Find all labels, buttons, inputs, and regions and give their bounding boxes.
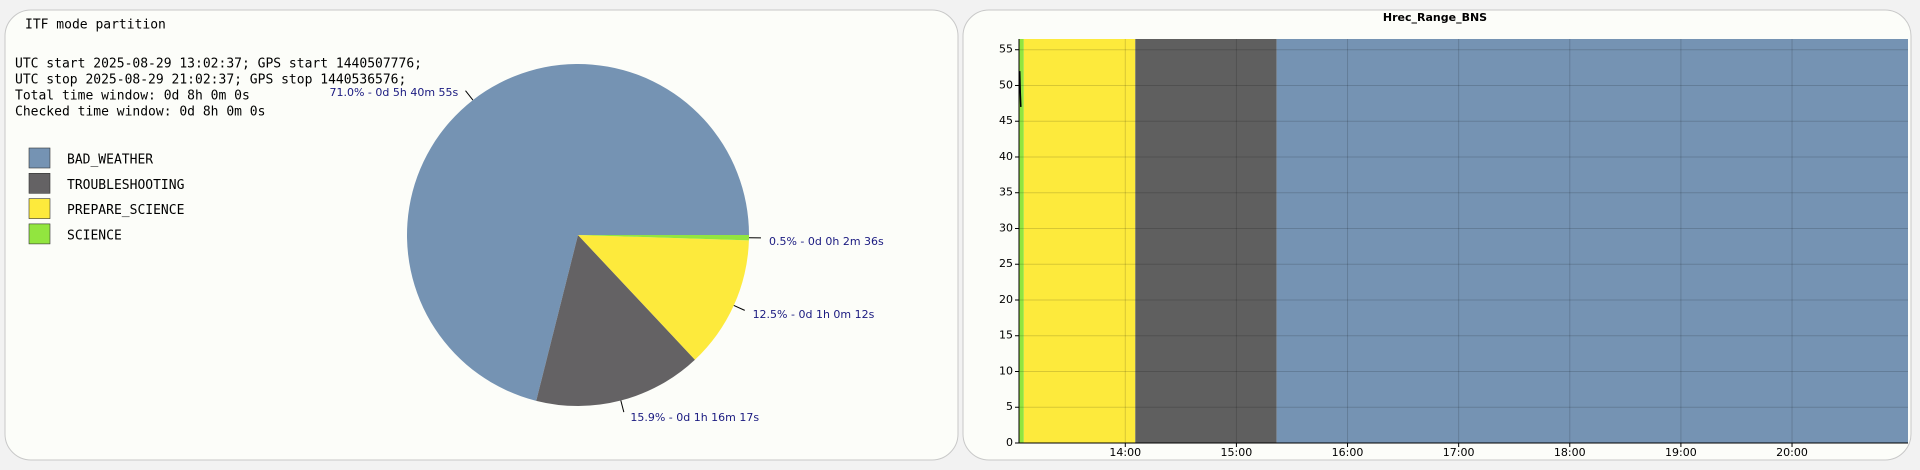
y-tick-label: 15 [999, 329, 1013, 342]
mode-band [1276, 39, 1908, 443]
y-tick-label: 25 [999, 257, 1013, 270]
label-leader [733, 304, 745, 311]
x-tick-label: 18:00 [1554, 446, 1586, 459]
x-tick-label: 17:00 [1443, 446, 1475, 459]
legend-label: SCIENCE [67, 228, 122, 243]
mode-band [1023, 39, 1136, 443]
legend-swatch [28, 223, 51, 245]
y-tick-label: 55 [999, 43, 1013, 56]
plot-frame [1018, 39, 1908, 444]
legend-label: BAD_WEATHER [67, 153, 153, 168]
legend-swatch [28, 147, 51, 169]
pie-slice [536, 235, 695, 406]
label-leader [465, 90, 474, 101]
slice-label: 71.0% - 0d 5h 40m 55s [329, 86, 458, 99]
pie-slice [406, 64, 749, 401]
slice-label: 0.5% - 0d 0h 2m 36s [769, 235, 884, 248]
info-line: Checked time window: 0d 8h 0m 0s [15, 105, 265, 120]
legend-label: PREPARE_SCIENCE [67, 203, 184, 218]
y-tick-label: 0 [1006, 436, 1013, 449]
x-tick-label: 19:00 [1665, 446, 1697, 459]
y-tick-label: 30 [999, 221, 1013, 234]
pie-title: ITF mode partition [25, 18, 166, 33]
x-tick-label: 20:00 [1776, 446, 1808, 459]
y-tick-label: 40 [999, 150, 1013, 163]
legend-swatch [28, 173, 51, 194]
legend-swatch [28, 198, 51, 219]
slice-label: 15.9% - 0d 1h 16m 17s [630, 411, 759, 424]
label-leader [620, 400, 625, 413]
y-tick-label: 50 [999, 78, 1013, 91]
info-line: Total time window: 0d 8h 0m 0s [15, 89, 250, 104]
y-tick-label: 20 [999, 293, 1013, 306]
slice-label: 12.5% - 0d 1h 0m 12s [753, 308, 875, 321]
pie-slice [578, 235, 749, 241]
info-line: UTC start 2025-08-29 13:02:37; GPS start… [15, 57, 422, 72]
mode-band [1135, 39, 1277, 443]
x-tick-label: 14:00 [1109, 446, 1141, 459]
y-tick-label: 10 [999, 364, 1013, 377]
x-tick-label: 15:00 [1221, 446, 1253, 459]
info-line: UTC stop 2025-08-29 21:02:37; GPS stop 1… [15, 73, 406, 88]
x-tick-label: 16:00 [1332, 446, 1364, 459]
y-tick-label: 5 [1006, 400, 1013, 413]
y-tick-label: 35 [999, 186, 1013, 199]
pie-slice [578, 235, 749, 360]
time-title: Hrec_Range_BNS [1383, 11, 1487, 24]
mode-band [1019, 39, 1024, 443]
y-tick-label: 45 [999, 114, 1013, 127]
legend-label: TROUBLESHOOTING [67, 178, 185, 193]
